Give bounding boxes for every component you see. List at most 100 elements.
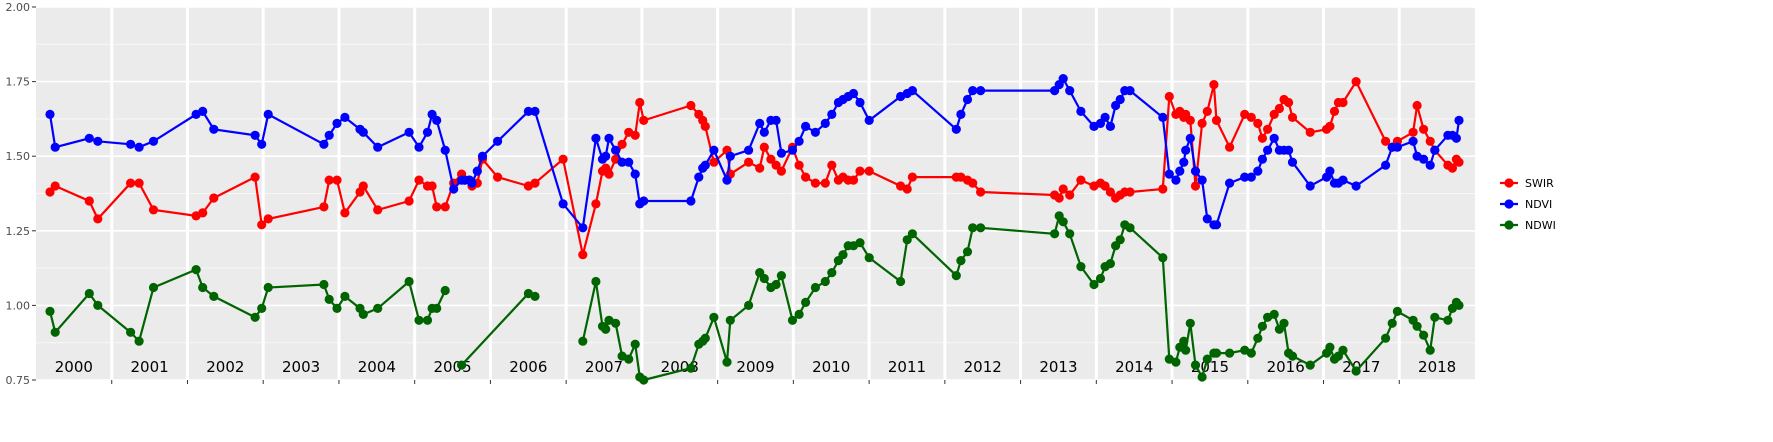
data-point	[358, 309, 368, 319]
data-point	[432, 303, 442, 313]
data-point	[759, 127, 769, 137]
data-point	[1197, 175, 1207, 185]
data-point	[956, 256, 966, 266]
year-label: 2011	[888, 358, 926, 376]
data-point	[1190, 181, 1201, 191]
data-point	[467, 178, 477, 188]
data-point	[1171, 357, 1181, 367]
year-label: 2016	[1267, 358, 1305, 376]
data-point	[1274, 103, 1284, 114]
data-point	[1443, 315, 1453, 325]
data-point	[907, 229, 918, 239]
data-point	[759, 273, 769, 284]
data-point	[1381, 333, 1391, 343]
data-point	[1430, 312, 1440, 322]
data-point	[1181, 145, 1191, 155]
data-point	[1125, 223, 1135, 233]
data-point	[591, 133, 601, 143]
data-point	[686, 196, 696, 206]
data-point	[250, 312, 260, 322]
data-point	[639, 196, 649, 206]
data-point	[1387, 318, 1397, 328]
data-point	[801, 172, 811, 182]
data-point	[1246, 112, 1256, 122]
series-ndvi	[45, 74, 1464, 233]
data-point	[810, 127, 821, 137]
data-point	[50, 142, 60, 152]
data-point	[1181, 345, 1191, 355]
data-point	[700, 121, 710, 131]
data-point	[1202, 354, 1212, 364]
legend-item-ndvi: NDVI	[1500, 198, 1552, 211]
data-point	[755, 118, 765, 128]
data-point	[700, 333, 710, 343]
data-point	[976, 86, 986, 96]
data-point	[1185, 133, 1195, 143]
data-point	[1065, 86, 1075, 96]
data-point	[263, 214, 273, 224]
data-point	[1257, 321, 1267, 331]
data-point	[787, 315, 798, 325]
data-point	[976, 223, 986, 233]
data-point	[709, 157, 719, 167]
data-point	[1246, 172, 1256, 182]
data-point	[951, 271, 961, 281]
year-label: 2018	[1418, 358, 1456, 376]
data-point	[1125, 86, 1135, 96]
data-point	[700, 160, 710, 170]
data-point	[432, 115, 442, 125]
data-point	[1287, 351, 1298, 361]
data-point	[1425, 160, 1435, 170]
data-point	[45, 109, 55, 119]
y-axis: 0.75 1.00 1.25 1.50 1.75 2.00	[6, 1, 36, 387]
data-point	[1351, 77, 1361, 87]
data-point	[855, 238, 865, 248]
data-point	[440, 145, 450, 155]
data-point	[578, 250, 588, 260]
data-point	[1412, 100, 1422, 111]
data-point	[198, 282, 208, 293]
data-point	[855, 97, 865, 108]
data-point	[848, 175, 859, 185]
data-point	[1269, 133, 1279, 143]
data-point	[209, 124, 219, 134]
data-point	[1425, 345, 1435, 355]
data-point	[794, 160, 804, 170]
data-point	[50, 327, 60, 337]
data-point	[848, 88, 859, 99]
data-point	[1269, 109, 1279, 119]
data-point	[472, 166, 482, 176]
data-point	[1197, 372, 1207, 382]
data-point	[373, 142, 383, 152]
x-axis: 2000 2001 2002 2003 2004 2005 2006 2007 2008 2009…	[55, 358, 1456, 384]
data-point	[340, 112, 350, 122]
data-point	[198, 106, 208, 116]
data-point	[1054, 193, 1064, 203]
data-point	[530, 178, 540, 188]
data-point	[198, 208, 208, 218]
data-point	[134, 336, 144, 346]
data-point	[771, 279, 781, 290]
data-point	[1076, 262, 1086, 272]
data-point	[1125, 187, 1135, 197]
year-label: 2006	[509, 358, 547, 376]
data-point	[794, 309, 804, 319]
legend-item-ndwi: NDWI	[1500, 219, 1556, 232]
year-label: 2001	[131, 358, 169, 376]
data-point	[1338, 97, 1348, 108]
data-point	[1246, 348, 1256, 358]
data-point	[1279, 318, 1289, 328]
legend: SWIR NDVI NDWI	[1500, 177, 1556, 232]
data-point	[1257, 133, 1267, 143]
data-point	[722, 175, 732, 185]
data-point	[639, 115, 649, 125]
data-point	[530, 106, 540, 116]
year-label: 2015	[1191, 358, 1229, 376]
data-point	[968, 86, 978, 96]
data-point	[440, 285, 450, 296]
data-point	[771, 160, 781, 170]
data-point	[373, 303, 383, 313]
data-point	[1253, 166, 1263, 176]
year-label: 2010	[812, 358, 850, 376]
data-point	[263, 282, 273, 293]
